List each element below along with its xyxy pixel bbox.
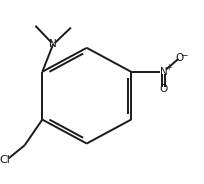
Text: O: O [159,84,167,94]
Text: +: + [164,63,170,72]
Text: Cl: Cl [0,155,10,165]
Text: −: − [179,51,187,60]
Text: N: N [49,39,57,49]
Text: N: N [159,67,167,77]
Text: O: O [174,53,183,63]
